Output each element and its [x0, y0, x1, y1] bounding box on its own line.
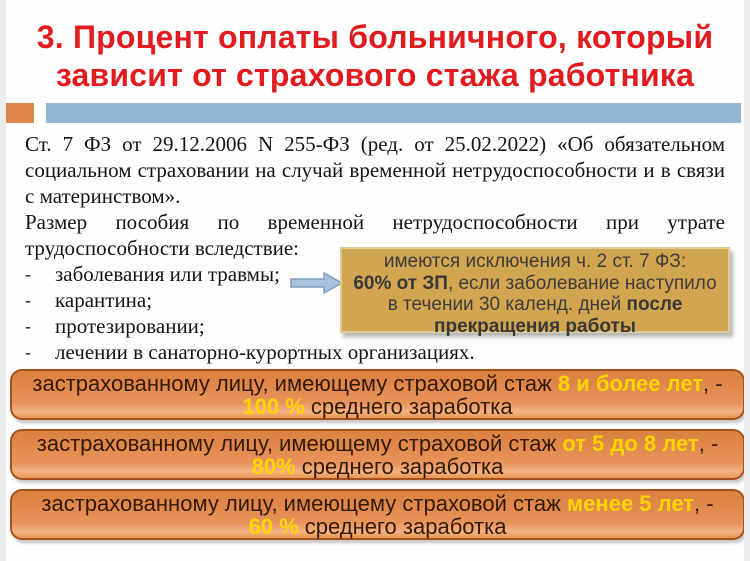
tenure-bars: застрахованному лицу, имеющему страховой… — [10, 369, 745, 540]
bar-line2: 100 % среднего заработка — [12, 395, 743, 418]
bar-line1: застрахованному лицу, имеющему страховой… — [12, 492, 743, 515]
accent-orange-square — [3, 103, 34, 123]
bar-prefix: застрахованному лицу, имеющему страховой… — [32, 371, 558, 396]
accent-blue-bar — [46, 103, 741, 123]
list-item-label: лечении в санаторно-курортных организаци… — [55, 340, 475, 364]
bar-suffix: среднего заработка — [298, 514, 507, 539]
law-reference-paragraph: Ст. 7 ФЗ от 29.12.2006 N 255-ФЗ (ред. от… — [25, 132, 725, 208]
bar-term-highlight: 8 и более лет — [557, 371, 704, 396]
bar-percent-highlight: 80% — [251, 454, 296, 479]
body-text-block: Ст. 7 ФЗ от 29.12.2006 N 255-ФЗ (ред. от… — [25, 131, 725, 365]
bar-line2: 60 % среднего заработка — [12, 515, 743, 538]
title-divider — [0, 103, 750, 123]
list-item: - лечении в санаторно-курортных организа… — [25, 339, 725, 365]
callout-line1: имеются исключения ч. 2 ст. 7 ФЗ: — [383, 251, 687, 272]
callout-body: 60% от ЗП, если заболевание наступило в … — [348, 273, 722, 338]
list-item: - протезировании; — [25, 313, 725, 339]
list-item-label: протезировании; — [55, 314, 205, 338]
benefit-intro-paragraph: Размер пособия по временной нетрудоспосо… — [25, 210, 725, 260]
right-arrow-icon — [290, 271, 344, 295]
list-item-label: заболевания или травмы; — [55, 262, 280, 286]
bar-percent-highlight: 100 % — [242, 394, 305, 419]
dash-bullet-icon: - — [25, 316, 31, 336]
list-item: - заболевания или травмы; — [25, 261, 725, 287]
bar-term-highlight: менее 5 лет — [566, 491, 695, 516]
bar-suffix: среднего заработка — [304, 394, 513, 419]
exception-callout-box: имеются исключения ч. 2 ст. 7 ФЗ: 60% от… — [340, 247, 730, 337]
callout-bold-60-percent: 60% от ЗП — [353, 272, 448, 294]
left-edge-border — [0, 0, 6, 561]
list-item: - карантина; — [25, 287, 725, 313]
slide-title-line2: зависит от страхового стажа работника — [55, 57, 695, 93]
bar-term-highlight: от 5 до 8 лет — [562, 431, 699, 456]
slide-title-line1: 3. Процент оплаты больничного, который — [36, 19, 714, 55]
callout-text: , если заболевание наступило в течении 3… — [387, 272, 717, 316]
bar-separator: , - — [694, 491, 714, 516]
dash-bullet-icon: - — [25, 290, 31, 310]
bar-prefix: застрахованному лицу, имеющему страховой… — [36, 431, 563, 456]
bar-suffix: среднего заработка — [295, 454, 504, 479]
bar-separator: , - — [703, 371, 723, 396]
dash-bullet-icon: - — [25, 264, 31, 284]
bar-line1: застрахованному лицу, имеющему страховой… — [12, 372, 743, 395]
bullet-list: - заболевания или травмы; - карантина; -… — [25, 261, 725, 365]
dash-bullet-icon: - — [25, 342, 31, 362]
callout-bold-after-termination: после прекращения работы — [433, 294, 683, 337]
bar-separator: , - — [698, 431, 719, 456]
bar-line2: 80% среднего заработка — [12, 455, 743, 478]
bar-line1: застрахованному лицу, имеющему страховой… — [12, 432, 743, 455]
bar-prefix: застрахованному лицу, имеющему страховой… — [41, 491, 567, 516]
slide-title: 3. Процент оплаты больничного, который з… — [0, 0, 750, 94]
list-item-label: карантина; — [55, 288, 153, 312]
tenure-bar-less-5-years: застрахованному лицу, имеющему страховой… — [10, 489, 745, 540]
tenure-bar-8-plus-years: застрахованному лицу, имеющему страховой… — [10, 369, 745, 420]
right-edge-border — [744, 0, 750, 561]
bar-percent-highlight: 60 % — [248, 514, 299, 539]
tenure-bar-5-to-8-years: застрахованному лицу, имеющему страховой… — [10, 429, 745, 480]
